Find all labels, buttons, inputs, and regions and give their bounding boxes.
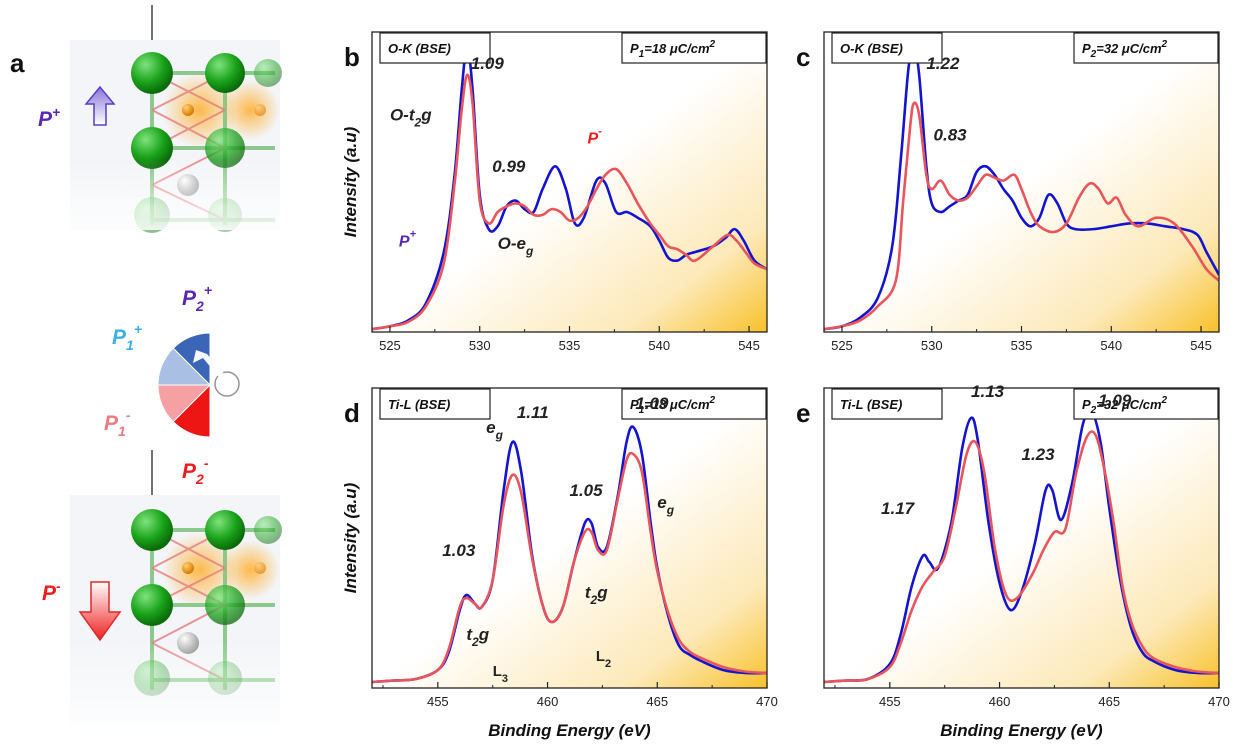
fan-label-p1-plus: P1+ bbox=[112, 321, 142, 353]
plot-background bbox=[824, 388, 1219, 688]
x-tick-label: 540 bbox=[648, 338, 670, 353]
panel-letter-c: c bbox=[796, 42, 810, 72]
plot-background bbox=[372, 388, 767, 688]
peak-annotation: 1.22 bbox=[926, 54, 960, 73]
fan-label-p1-minus: P1- bbox=[104, 407, 131, 439]
x-tick-label: 470 bbox=[1208, 694, 1230, 709]
x-tick-label: 525 bbox=[379, 338, 401, 353]
peak-annotation: 1.05 bbox=[570, 481, 604, 500]
fan-label-p2-minus: P2- bbox=[182, 455, 209, 487]
plot-background bbox=[372, 32, 767, 332]
x-tick-label: 470 bbox=[756, 694, 778, 709]
peak-annotation: 1.11 bbox=[517, 403, 549, 422]
y-axis-title: Intensity (a.u) bbox=[341, 482, 360, 593]
x-tick-label: 535 bbox=[1011, 338, 1033, 353]
x-tick-label: 455 bbox=[879, 694, 901, 709]
x-tick-label: 530 bbox=[469, 338, 491, 353]
x-tick-label: 465 bbox=[1098, 694, 1120, 709]
panel-letter-e: e bbox=[796, 398, 810, 428]
panel-letter-a: a bbox=[10, 48, 25, 78]
x-tick-label: 455 bbox=[427, 694, 449, 709]
peak-annotation: 1.17 bbox=[881, 499, 916, 518]
y-axis-title: Intensity (a.u) bbox=[341, 126, 360, 237]
x-axis-title: Binding Energy (eV) bbox=[940, 721, 1103, 740]
spectrum-label: O-K (BSE) bbox=[388, 41, 451, 56]
p-minus-label: P- bbox=[42, 578, 61, 605]
p-plus-label: P+ bbox=[38, 104, 60, 131]
peak-annotation: 1.13 bbox=[971, 382, 1005, 401]
peak-annotation: 1.23 bbox=[1022, 445, 1056, 464]
x-tick-label: 540 bbox=[1100, 338, 1122, 353]
x-tick-label: 465 bbox=[646, 694, 668, 709]
peak-annotation: 0.99 bbox=[492, 157, 526, 176]
x-tick-label: 525 bbox=[831, 338, 853, 353]
fan-label-p2-plus: P2+ bbox=[182, 282, 212, 314]
peak-annotation: 1.09 bbox=[471, 54, 505, 73]
spectrum-label: O-K (BSE) bbox=[840, 41, 903, 56]
panel-letter-d: d bbox=[344, 398, 360, 428]
x-tick-label: 460 bbox=[989, 694, 1011, 709]
spectrum-label: Ti-L (BSE) bbox=[840, 397, 902, 412]
x-axis-title: Binding Energy (eV) bbox=[488, 721, 651, 740]
x-tick-label: 530 bbox=[921, 338, 943, 353]
peak-annotation: 0.83 bbox=[934, 126, 968, 145]
peak-annotation: 1.09 bbox=[1098, 391, 1132, 410]
peak-annotation: 1.09 bbox=[635, 394, 669, 413]
x-tick-label: 535 bbox=[559, 338, 581, 353]
x-tick-label: 545 bbox=[738, 338, 760, 353]
x-tick-label: 545 bbox=[1190, 338, 1212, 353]
peak-annotation: 1.03 bbox=[442, 541, 476, 560]
x-tick-label: 460 bbox=[537, 694, 559, 709]
panel-letter-b: b bbox=[344, 42, 360, 72]
spectrum-label: Ti-L (BSE) bbox=[388, 397, 450, 412]
schematic-panel-a: a bbox=[10, 5, 282, 730]
